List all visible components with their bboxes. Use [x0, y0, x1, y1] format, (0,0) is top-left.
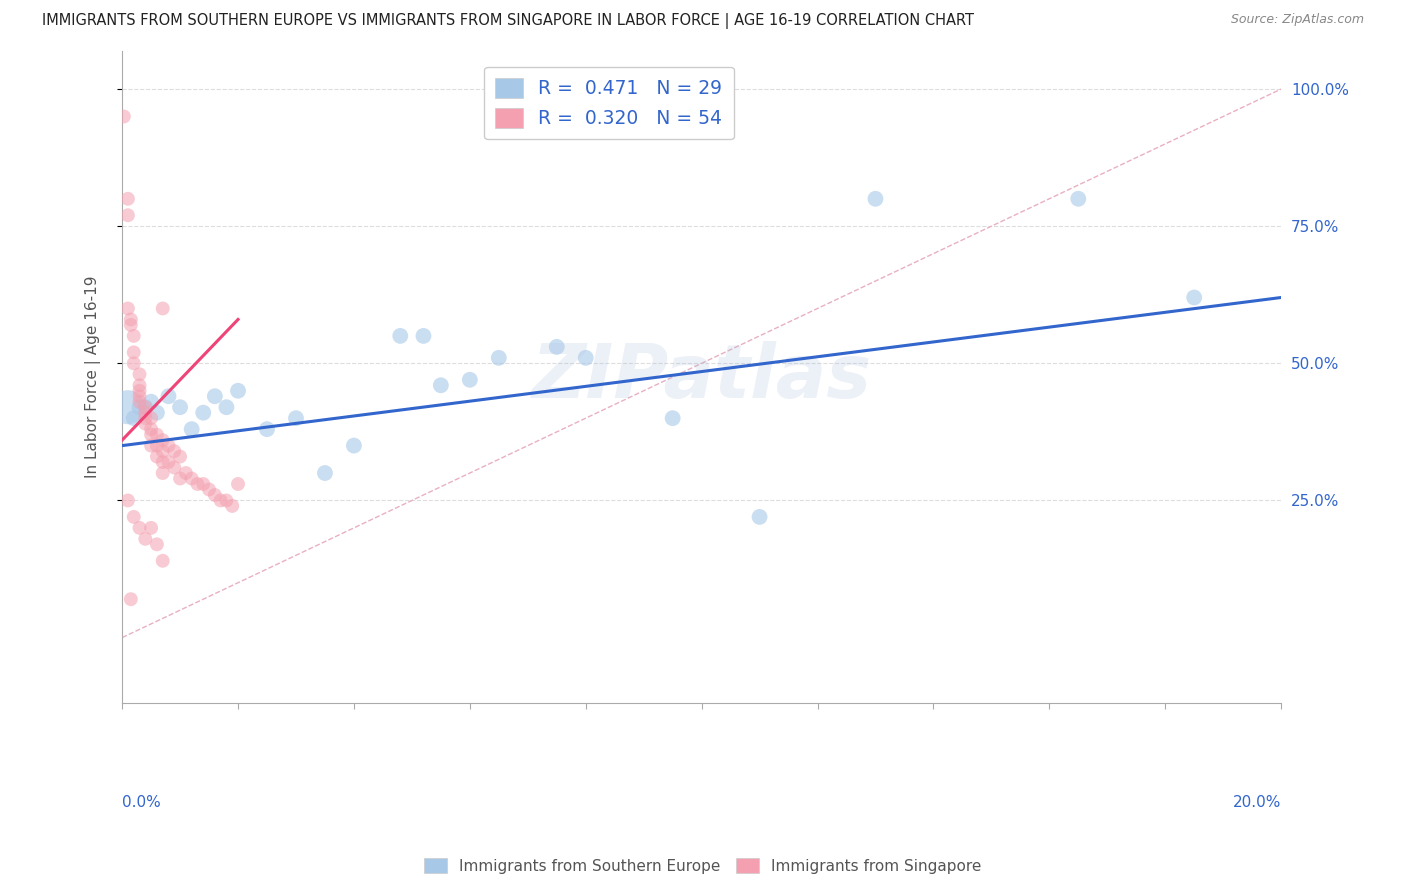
Point — [157, 455, 180, 469]
Point — [314, 466, 336, 480]
Point — [139, 439, 162, 453]
Point — [146, 439, 169, 453]
Point — [180, 422, 202, 436]
Point — [157, 439, 180, 453]
Point — [128, 378, 150, 392]
Point — [546, 340, 568, 354]
Point — [169, 401, 191, 415]
Text: IMMIGRANTS FROM SOUTHERN EUROPE VS IMMIGRANTS FROM SINGAPORE IN LABOR FORCE | AG: IMMIGRANTS FROM SOUTHERN EUROPE VS IMMIG… — [42, 13, 974, 29]
Legend: Immigrants from Southern Europe, Immigrants from Singapore: Immigrants from Southern Europe, Immigra… — [418, 852, 988, 880]
Point — [193, 406, 215, 420]
Text: 20.0%: 20.0% — [1233, 795, 1281, 810]
Point — [226, 384, 249, 398]
Point — [120, 312, 142, 326]
Point — [226, 477, 249, 491]
Point — [117, 401, 139, 415]
Point — [865, 192, 887, 206]
Point — [139, 427, 162, 442]
Point — [204, 389, 226, 403]
Point — [152, 433, 174, 447]
Point — [128, 389, 150, 403]
Point — [120, 592, 142, 607]
Point — [430, 378, 453, 392]
Point — [120, 318, 142, 332]
Point — [389, 329, 412, 343]
Point — [152, 444, 174, 458]
Point — [139, 422, 162, 436]
Point — [152, 301, 174, 316]
Point — [152, 466, 174, 480]
Point — [122, 356, 145, 370]
Point — [157, 389, 180, 403]
Point — [180, 471, 202, 485]
Point — [575, 351, 598, 365]
Point — [1067, 192, 1090, 206]
Point — [128, 368, 150, 382]
Point — [122, 411, 145, 425]
Point — [139, 411, 162, 425]
Point — [458, 373, 481, 387]
Point — [146, 406, 169, 420]
Point — [748, 509, 770, 524]
Point — [139, 394, 162, 409]
Point — [146, 427, 169, 442]
Point — [209, 493, 232, 508]
Point — [169, 471, 191, 485]
Point — [152, 554, 174, 568]
Point — [661, 411, 683, 425]
Point — [163, 460, 186, 475]
Point — [198, 483, 221, 497]
Point — [117, 493, 139, 508]
Point — [174, 466, 197, 480]
Point — [204, 488, 226, 502]
Point — [343, 439, 366, 453]
Point — [134, 411, 156, 425]
Point — [128, 401, 150, 415]
Point — [193, 477, 215, 491]
Point — [112, 110, 135, 124]
Point — [117, 301, 139, 316]
Text: Source: ZipAtlas.com: Source: ZipAtlas.com — [1230, 13, 1364, 27]
Point — [163, 444, 186, 458]
Point — [134, 532, 156, 546]
Point — [186, 477, 208, 491]
Point — [139, 521, 162, 535]
Text: ZIPatlas: ZIPatlas — [531, 341, 872, 414]
Point — [412, 329, 434, 343]
Point — [134, 401, 156, 415]
Point — [215, 401, 238, 415]
Point — [152, 455, 174, 469]
Point — [134, 417, 156, 431]
Legend: R =  0.471   N = 29, R =  0.320   N = 54: R = 0.471 N = 29, R = 0.320 N = 54 — [484, 67, 734, 139]
Point — [122, 329, 145, 343]
Point — [488, 351, 510, 365]
Y-axis label: In Labor Force | Age 16-19: In Labor Force | Age 16-19 — [86, 276, 101, 478]
Point — [1182, 291, 1205, 305]
Text: 0.0%: 0.0% — [122, 795, 160, 810]
Point — [134, 406, 156, 420]
Point — [128, 384, 150, 398]
Point — [122, 345, 145, 359]
Point — [117, 192, 139, 206]
Point — [285, 411, 308, 425]
Point — [256, 422, 278, 436]
Point — [134, 401, 156, 415]
Point — [146, 537, 169, 551]
Point — [146, 450, 169, 464]
Point — [128, 521, 150, 535]
Point — [128, 394, 150, 409]
Point — [169, 450, 191, 464]
Point — [122, 509, 145, 524]
Point — [221, 499, 243, 513]
Point — [117, 208, 139, 222]
Point — [215, 493, 238, 508]
